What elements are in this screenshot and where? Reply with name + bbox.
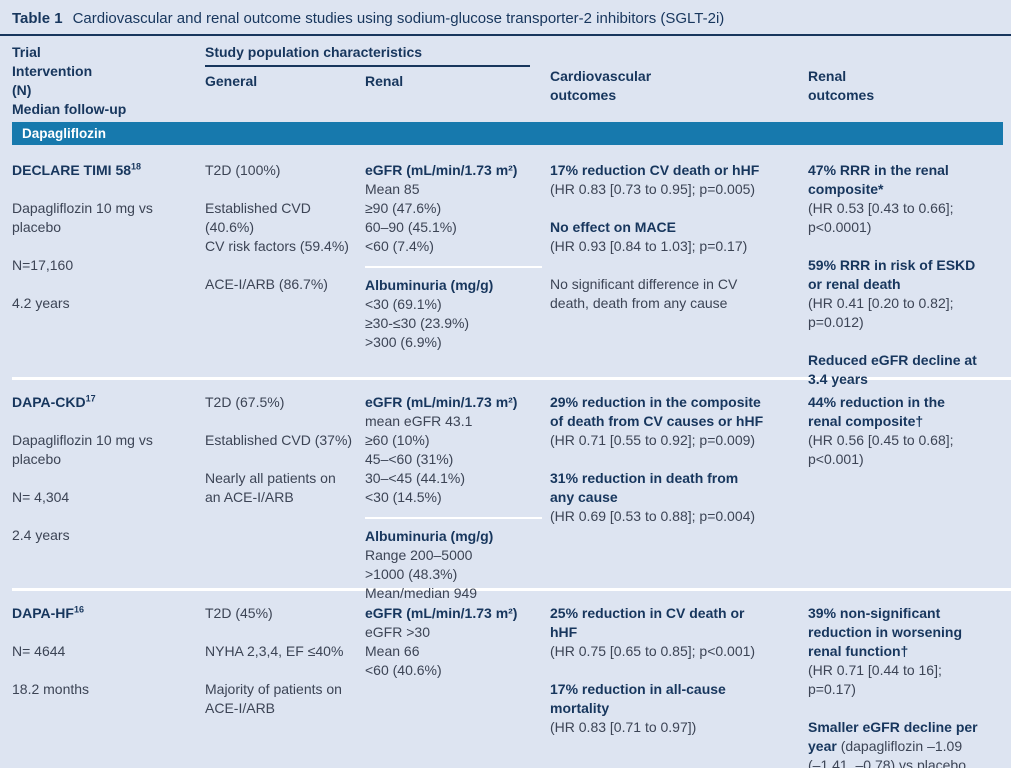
egfr-values: Mean 85 ≥90 (47.6%) 60–90 (45.1%) <60 (7… — [365, 181, 457, 254]
trial-reference-sup: 17 — [85, 393, 96, 404]
albuminuria-block: Albuminuria (mg/g) Range 200–5000 >1000 … — [365, 517, 542, 603]
general-item: T2D (45%) — [205, 605, 273, 621]
population-subheaders: General Renal — [205, 72, 550, 91]
trial-reference-sup: 16 — [73, 604, 84, 615]
egfr-block: eGFR (mL/min/1.73 m²) eGFR >30 Mean 66 <… — [365, 604, 540, 680]
egfr-title: eGFR (mL/min/1.73 m²) — [365, 605, 518, 621]
general-item: T2D (100%) — [205, 162, 281, 178]
general-item: Nearly all patients on an ACE-I/ARB — [205, 470, 336, 505]
renal-outcome-item: 59% RRR in risk of ESKD or renal death (… — [808, 257, 976, 330]
drug-section-label: Dapagliflozin — [22, 126, 106, 141]
header-cv-outcomes: Cardiovascular outcomes — [550, 68, 652, 103]
header-renal-outcomes: Renal outcomes — [808, 68, 875, 103]
table-row: DAPA-HF16 N= 4644 18.2 months T2D (45%) … — [12, 588, 1011, 768]
renal-cell: eGFR (mL/min/1.73 m²) eGFR >30 Mean 66 <… — [365, 604, 550, 768]
cv-outcome-item: 17% reduction in all-cause mortality (HR… — [550, 681, 726, 735]
general-item: ACE-I/ARB (86.7%) — [205, 276, 328, 292]
table-caption: Cardiovascular and renal outcome studies… — [72, 10, 725, 27]
renal-cell: eGFR (mL/min/1.73 m²) Mean 85 ≥90 (47.6%… — [365, 161, 550, 408]
trial-cell: DECLARE TIMI 5818 Dapagliflozin 10 mg vs… — [12, 161, 205, 408]
cv-outcome-item: 31% reduction in death from any cause (H… — [550, 470, 756, 524]
trial-followup: 18.2 months — [12, 681, 90, 697]
general-item: Established CVD (37%) — [205, 432, 353, 448]
general-item: NYHA 2,3,4, EF ≤40% — [205, 643, 344, 659]
cv-outcome-item: 17% reduction CV death or hHF (HR 0.83 [… — [550, 162, 760, 197]
renal-outcomes-cell: 44% reduction in the renal composite† (H… — [808, 393, 1003, 603]
albuminuria-values: Range 200–5000 >1000 (48.3%) Mean/median… — [365, 547, 478, 601]
table-header-row: Trial Intervention (N) Median follow-up … — [12, 36, 1011, 120]
albuminuria-title: Albuminuria (mg/g) — [365, 528, 494, 544]
egfr-values: eGFR >30 Mean 66 <60 (40.6%) — [365, 624, 442, 678]
trial-intervention: Dapagliflozin 10 mg vs placebo — [12, 200, 153, 235]
cv-outcomes-cell: 25% reduction in CV death or hHF (HR 0.7… — [550, 604, 808, 768]
cv-outcome-item: 25% reduction in CV death or hHF (HR 0.7… — [550, 605, 756, 659]
table-row: DECLARE TIMI 5818 Dapagliflozin 10 mg vs… — [12, 145, 1011, 387]
renal-cell: eGFR (mL/min/1.73 m²) mean eGFR 43.1 ≥60… — [365, 393, 550, 603]
trial-sample-size: N=17,160 — [12, 257, 74, 273]
albuminuria-block: Albuminuria (mg/g) <30 (69.1%) ≥30-≤30 (… — [365, 266, 542, 352]
renal-outcome-item: 39% non-significant reduction in worseni… — [808, 605, 963, 697]
general-item: T2D (67.5%) — [205, 394, 285, 410]
header-population-label: Study population characteristics — [205, 44, 423, 60]
trial-sample-size: N= 4644 — [12, 643, 66, 659]
general-cell: T2D (45%) NYHA 2,3,4, EF ≤40% Majority o… — [205, 604, 365, 768]
renal-outcome-item: 47% RRR in the renal composite* (HR 0.53… — [808, 162, 954, 235]
trial-name: DAPA-CKD — [12, 394, 86, 410]
cv-outcomes-cell: 17% reduction CV death or hHF (HR 0.83 [… — [550, 161, 808, 408]
renal-outcomes-cell: 39% non-significant reduction in worseni… — [808, 604, 1003, 768]
general-item: Established CVD (40.6%) CV risk factors … — [205, 200, 349, 254]
albuminuria-title: Albuminuria (mg/g) — [365, 277, 494, 293]
egfr-block: eGFR (mL/min/1.73 m²) mean eGFR 43.1 ≥60… — [365, 393, 540, 507]
egfr-title: eGFR (mL/min/1.73 m²) — [365, 162, 518, 178]
header-trial: Trial Intervention (N) Median follow-up — [12, 44, 127, 117]
header-general: General — [205, 73, 258, 89]
cv-outcomes-cell: 29% reduction in the composite of death … — [550, 393, 808, 603]
renal-outcome-item: Reduced eGFR decline at 3.4 years — [808, 352, 977, 387]
table-number: Table 1 — [12, 10, 63, 27]
renal-outcome-item: 44% reduction in the renal composite† (H… — [808, 394, 954, 467]
cv-outcome-item: No effect on MACE (HR 0.93 [0.84 to 1.03… — [550, 219, 748, 254]
trial-sample-size: N= 4,304 — [12, 489, 70, 505]
egfr-title: eGFR (mL/min/1.73 m²) — [365, 394, 518, 410]
egfr-block: eGFR (mL/min/1.73 m²) Mean 85 ≥90 (47.6%… — [365, 161, 540, 256]
renal-outcome-item: Smaller eGFR decline per year (dapaglifl… — [808, 719, 978, 768]
population-underline — [205, 62, 530, 67]
trial-reference-sup: 18 — [131, 161, 142, 172]
trial-intervention: Dapagliflozin 10 mg vs placebo — [12, 432, 153, 467]
general-cell: T2D (67.5%) Established CVD (37%) Nearly… — [205, 393, 365, 603]
trial-followup: 2.4 years — [12, 527, 70, 543]
table-row: DAPA-CKD17 Dapagliflozin 10 mg vs placeb… — [12, 377, 1011, 601]
drug-section-band: Dapagliflozin — [12, 122, 1003, 145]
header-renal: Renal — [365, 73, 404, 89]
general-cell: T2D (100%) Established CVD (40.6%) CV ri… — [205, 161, 365, 408]
cv-outcome-item: No significant difference in CV death, d… — [550, 276, 738, 311]
egfr-values: mean eGFR 43.1 ≥60 (10%) 45–<60 (31%) 30… — [365, 413, 473, 505]
cv-outcome-item: 29% reduction in the composite of death … — [550, 394, 764, 448]
albuminuria-values: <30 (69.1%) ≥30-≤30 (23.9%) >300 (6.9%) — [365, 296, 470, 350]
trial-followup: 4.2 years — [12, 295, 70, 311]
trial-cell: DAPA-CKD17 Dapagliflozin 10 mg vs placeb… — [12, 393, 205, 603]
trial-cell: DAPA-HF16 N= 4644 18.2 months — [12, 604, 205, 768]
trial-name: DECLARE TIMI 58 — [12, 162, 132, 178]
renal-outcomes-cell: 47% RRR in the renal composite* (HR 0.53… — [808, 161, 1003, 408]
general-item: Majority of patients on ACE-I/ARB — [205, 681, 342, 716]
trial-name: DAPA-HF — [12, 605, 74, 621]
header-population-group: Study population characteristics General… — [205, 43, 550, 120]
table-title: Table 1 Cardiovascular and renal outcome … — [0, 0, 1011, 36]
